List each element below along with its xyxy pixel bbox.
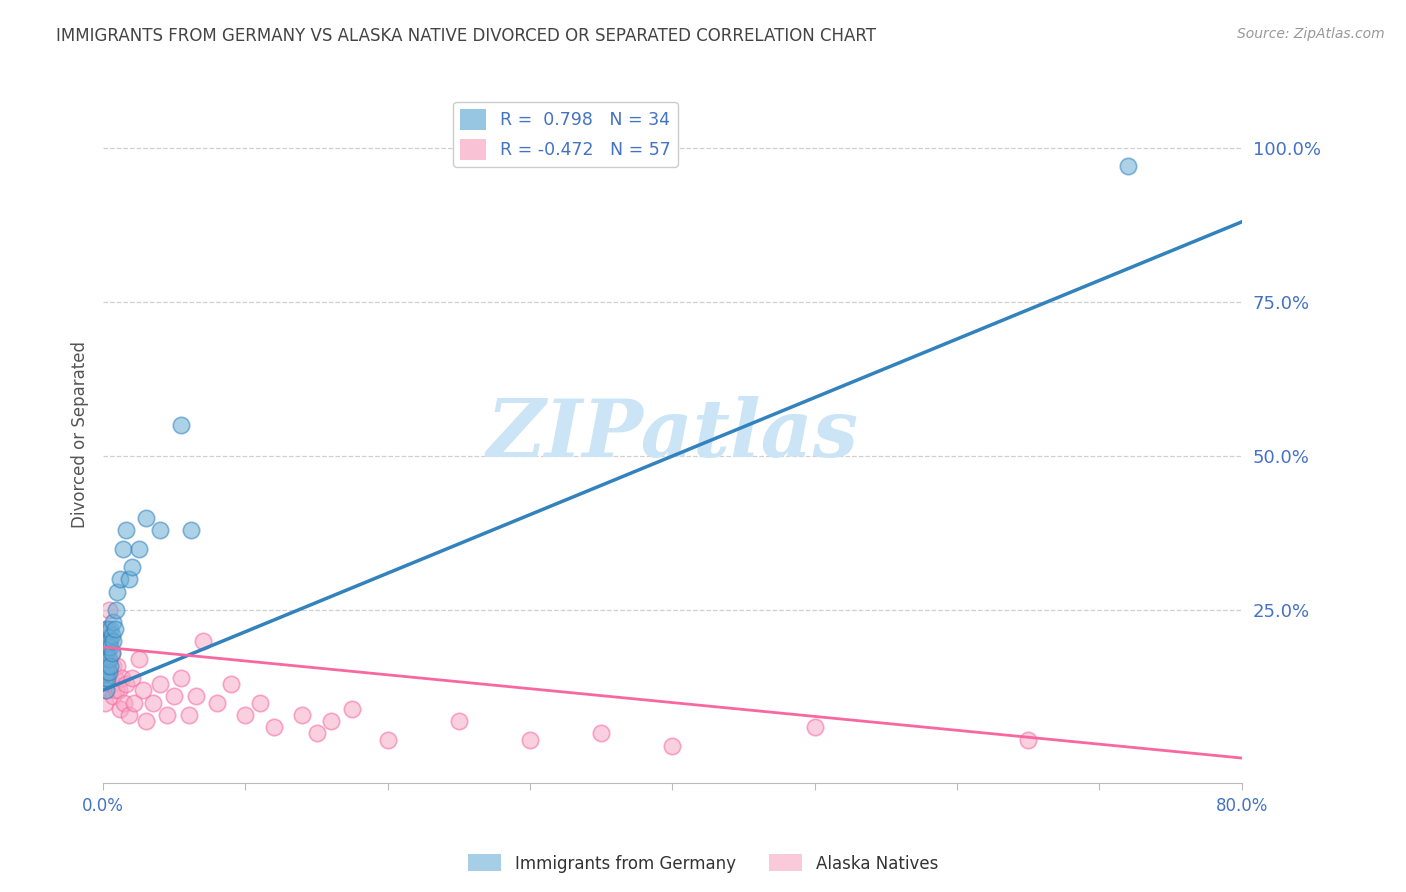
Point	[142, 696, 165, 710]
Point	[93, 671, 115, 685]
Point	[94, 652, 117, 666]
Point	[803, 720, 825, 734]
Point	[93, 652, 115, 666]
Point	[149, 523, 172, 537]
Point	[101, 690, 124, 704]
Point	[94, 683, 117, 698]
Point	[661, 739, 683, 753]
Legend: Immigrants from Germany, Alaska Natives: Immigrants from Germany, Alaska Natives	[461, 847, 945, 880]
Y-axis label: Divorced or Separated: Divorced or Separated	[72, 341, 89, 528]
Point	[108, 572, 131, 586]
Point	[98, 658, 121, 673]
Point	[519, 732, 541, 747]
Point	[135, 510, 157, 524]
Point	[170, 418, 193, 433]
Point	[249, 696, 271, 710]
Point	[93, 634, 115, 648]
Point	[97, 640, 120, 654]
Point	[94, 665, 117, 679]
Point	[96, 671, 118, 685]
Point	[235, 707, 257, 722]
Point	[115, 677, 138, 691]
Point	[180, 523, 202, 537]
Point	[177, 707, 200, 722]
Point	[191, 634, 214, 648]
Point	[96, 646, 118, 660]
Point	[1017, 732, 1039, 747]
Point	[121, 671, 143, 685]
Point	[447, 714, 470, 728]
Point	[100, 677, 122, 691]
Point	[104, 683, 127, 698]
Point	[100, 646, 122, 660]
Point	[103, 671, 125, 685]
Point	[263, 720, 285, 734]
Point	[340, 702, 363, 716]
Point	[97, 634, 120, 648]
Point	[104, 603, 127, 617]
Point	[128, 541, 150, 556]
Point	[105, 584, 128, 599]
Point	[163, 690, 186, 704]
Point	[97, 652, 120, 666]
Point	[94, 646, 117, 660]
Point	[96, 658, 118, 673]
Point	[108, 702, 131, 716]
Point	[1116, 160, 1139, 174]
Point	[107, 683, 129, 698]
Point	[93, 665, 115, 679]
Point	[115, 523, 138, 537]
Point	[219, 677, 242, 691]
Point	[96, 622, 118, 636]
Point	[98, 634, 121, 648]
Legend: R =  0.798   N = 34, R = -0.472   N = 57: R = 0.798 N = 34, R = -0.472 N = 57	[453, 102, 678, 167]
Point	[149, 677, 172, 691]
Point	[101, 615, 124, 630]
Point	[94, 683, 117, 698]
Point	[97, 665, 120, 679]
Point	[128, 652, 150, 666]
Point	[205, 696, 228, 710]
Text: ZIPatlas: ZIPatlas	[486, 396, 859, 474]
Point	[118, 572, 141, 586]
Point	[97, 665, 120, 679]
Point	[94, 622, 117, 636]
Point	[156, 707, 179, 722]
Point	[111, 671, 134, 685]
Point	[132, 683, 155, 698]
Point	[98, 671, 121, 685]
Point	[93, 634, 115, 648]
Point	[93, 696, 115, 710]
Point	[98, 622, 121, 636]
Point	[103, 622, 125, 636]
Point	[319, 714, 342, 728]
Point	[96, 640, 118, 654]
Point	[97, 603, 120, 617]
Text: IMMIGRANTS FROM GERMANY VS ALASKA NATIVE DIVORCED OR SEPARATED CORRELATION CHART: IMMIGRANTS FROM GERMANY VS ALASKA NATIVE…	[56, 27, 876, 45]
Point	[170, 671, 193, 685]
Point	[121, 560, 143, 574]
Point	[118, 707, 141, 722]
Point	[96, 671, 118, 685]
Point	[101, 658, 124, 673]
Point	[112, 541, 135, 556]
Point	[98, 658, 121, 673]
Point	[135, 714, 157, 728]
Text: Source: ZipAtlas.com: Source: ZipAtlas.com	[1237, 27, 1385, 41]
Point	[305, 726, 328, 740]
Point	[591, 726, 613, 740]
Point	[184, 690, 207, 704]
Point	[98, 640, 121, 654]
Point	[96, 622, 118, 636]
Point	[101, 634, 124, 648]
Point	[105, 658, 128, 673]
Point	[100, 646, 122, 660]
Point	[377, 732, 399, 747]
Point	[291, 707, 314, 722]
Point	[114, 696, 136, 710]
Point	[100, 628, 122, 642]
Point	[124, 696, 146, 710]
